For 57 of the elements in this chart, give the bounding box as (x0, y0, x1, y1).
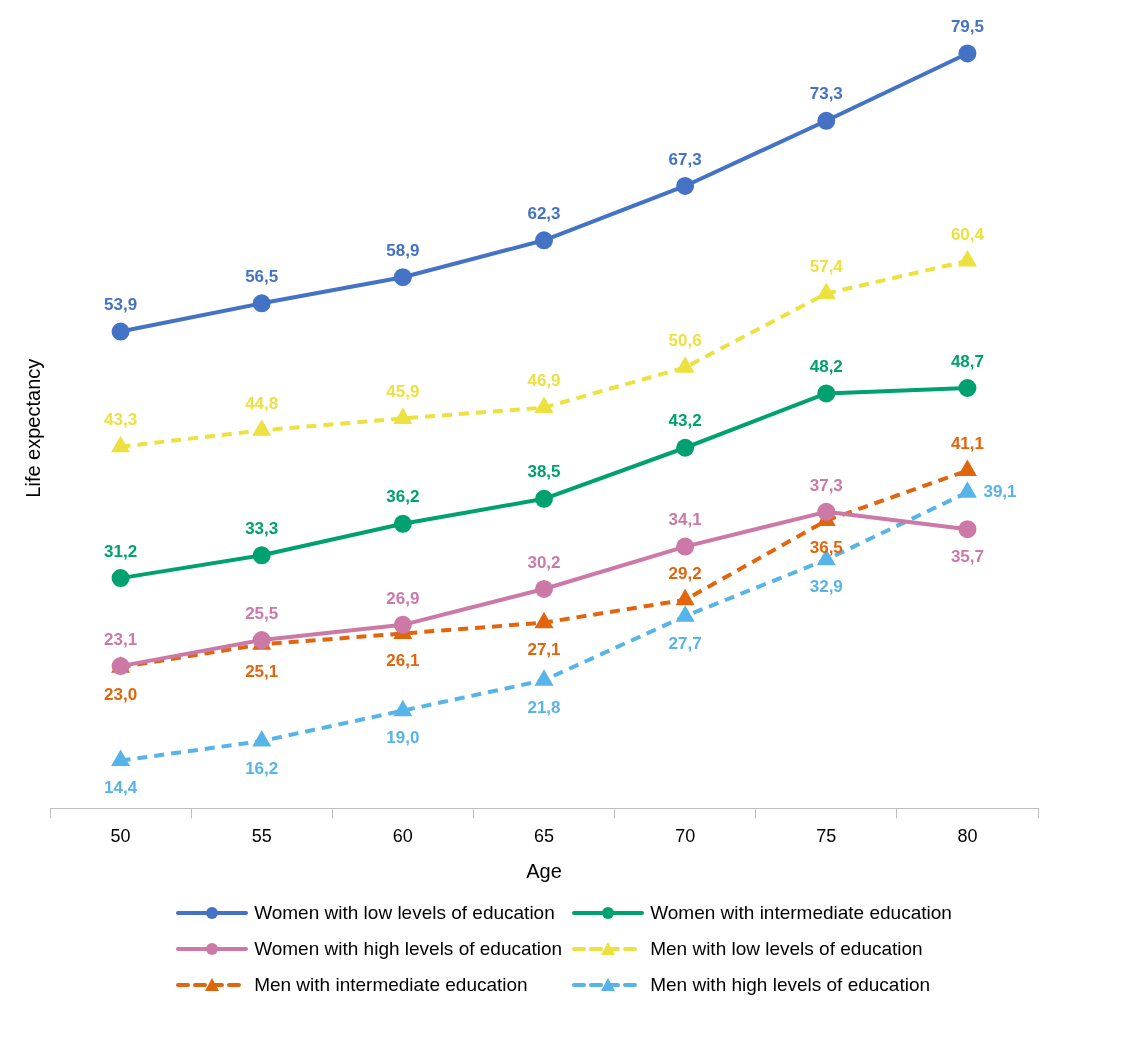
data-label: 36,5 (809, 538, 843, 558)
x-tick-label: 50 (110, 826, 131, 847)
data-label: 46,9 (527, 371, 561, 391)
data-label: 39,1 (983, 481, 1017, 501)
data-label: 53,9 (104, 295, 138, 315)
legend-label: Men with intermediate education (254, 974, 528, 996)
data-label: 38,5 (527, 462, 561, 482)
legend-label: Women with intermediate education (650, 902, 952, 924)
data-label: 60,4 (950, 224, 985, 244)
data-label: 29,2 (668, 563, 702, 583)
y-axis-title: Life expectancy (21, 358, 44, 498)
data-label: 25,1 (245, 662, 279, 682)
data-label: 43,2 (668, 411, 702, 431)
data-label: 16,2 (245, 758, 279, 778)
data-label: 26,9 (386, 588, 420, 608)
x-tick-label: 55 (251, 826, 272, 847)
data-label: 36,2 (386, 487, 420, 507)
data-label: 79,5 (950, 17, 984, 37)
data-label: 37,3 (809, 475, 843, 495)
legend-label: Men with low levels of education (650, 938, 923, 960)
data-label: 26,1 (386, 651, 420, 671)
data-label: 50,6 (668, 331, 702, 351)
legend-label: Women with low levels of education (254, 902, 555, 924)
data-label: 31,2 (104, 541, 138, 561)
x-axis-title: Age (526, 859, 562, 882)
data-label: 25,5 (245, 603, 279, 623)
x-tick-label: 75 (816, 826, 837, 847)
x-tick-label: 60 (392, 826, 413, 847)
data-label: 48,7 (950, 351, 984, 371)
data-label: 27,1 (527, 640, 561, 660)
data-label: 43,3 (104, 410, 138, 430)
data-label: 19,0 (386, 728, 420, 748)
data-label: 57,4 (809, 257, 844, 277)
data-label: 44,8 (245, 394, 279, 414)
legend-label: Women with high levels of education (254, 938, 563, 960)
data-label: 45,9 (386, 382, 420, 402)
data-label: 21,8 (527, 697, 561, 717)
data-label: 34,1 (668, 510, 702, 530)
data-label: 32,9 (809, 577, 843, 597)
data-label: 48,2 (809, 357, 843, 377)
x-tick-label: 70 (675, 826, 696, 847)
data-label: 30,2 (527, 552, 561, 572)
data-label: 33,3 (245, 518, 279, 538)
data-label: 67,3 (668, 149, 702, 169)
data-label: 35,7 (950, 546, 984, 566)
data-label: 23,1 (104, 629, 138, 649)
legend-label: Men with high levels of education (650, 974, 931, 996)
x-tick-label: 65 (533, 826, 555, 847)
x-tick-label: 80 (957, 826, 978, 847)
data-label: 23,0 (104, 684, 138, 704)
data-label: 73,3 (809, 84, 843, 104)
data-label: 14,4 (104, 778, 138, 798)
data-label: 62,3 (527, 203, 561, 223)
data-label: 27,7 (668, 633, 702, 653)
data-label: 58,9 (386, 240, 420, 260)
data-label: 56,5 (245, 266, 279, 286)
data-label: 41,1 (950, 434, 984, 454)
